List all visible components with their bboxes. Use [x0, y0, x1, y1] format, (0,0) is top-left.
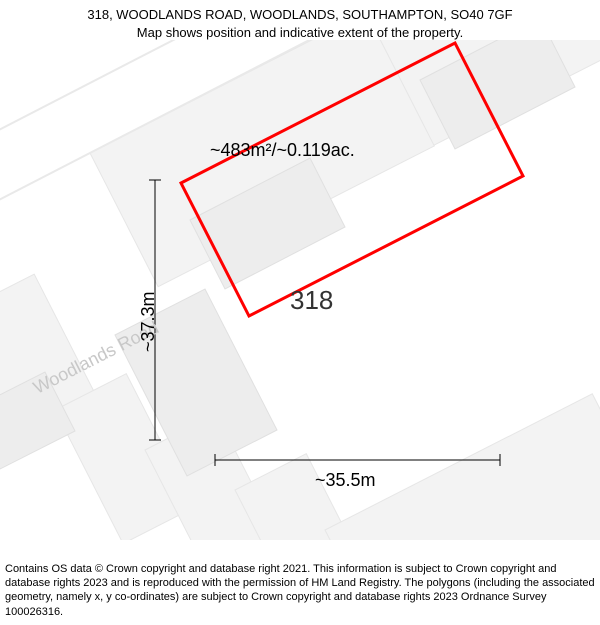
property-subtitle: Map shows position and indicative extent… — [0, 24, 600, 42]
vertical-dimension-label: ~37.3m — [138, 291, 159, 352]
map-area: Woodlands Road ~483m²/~0.119ac. 318 ~37.… — [0, 40, 600, 540]
copyright-footer: Contains OS data © Crown copyright and d… — [0, 558, 600, 625]
property-title: 318, WOODLANDS ROAD, WOODLANDS, SOUTHAMP… — [0, 6, 600, 24]
house-number-label: 318 — [290, 285, 333, 316]
horizontal-dimension-label: ~35.5m — [315, 470, 376, 491]
area-label: ~483m²/~0.119ac. — [210, 140, 355, 161]
map-header: 318, WOODLANDS ROAD, WOODLANDS, SOUTHAMP… — [0, 0, 600, 41]
